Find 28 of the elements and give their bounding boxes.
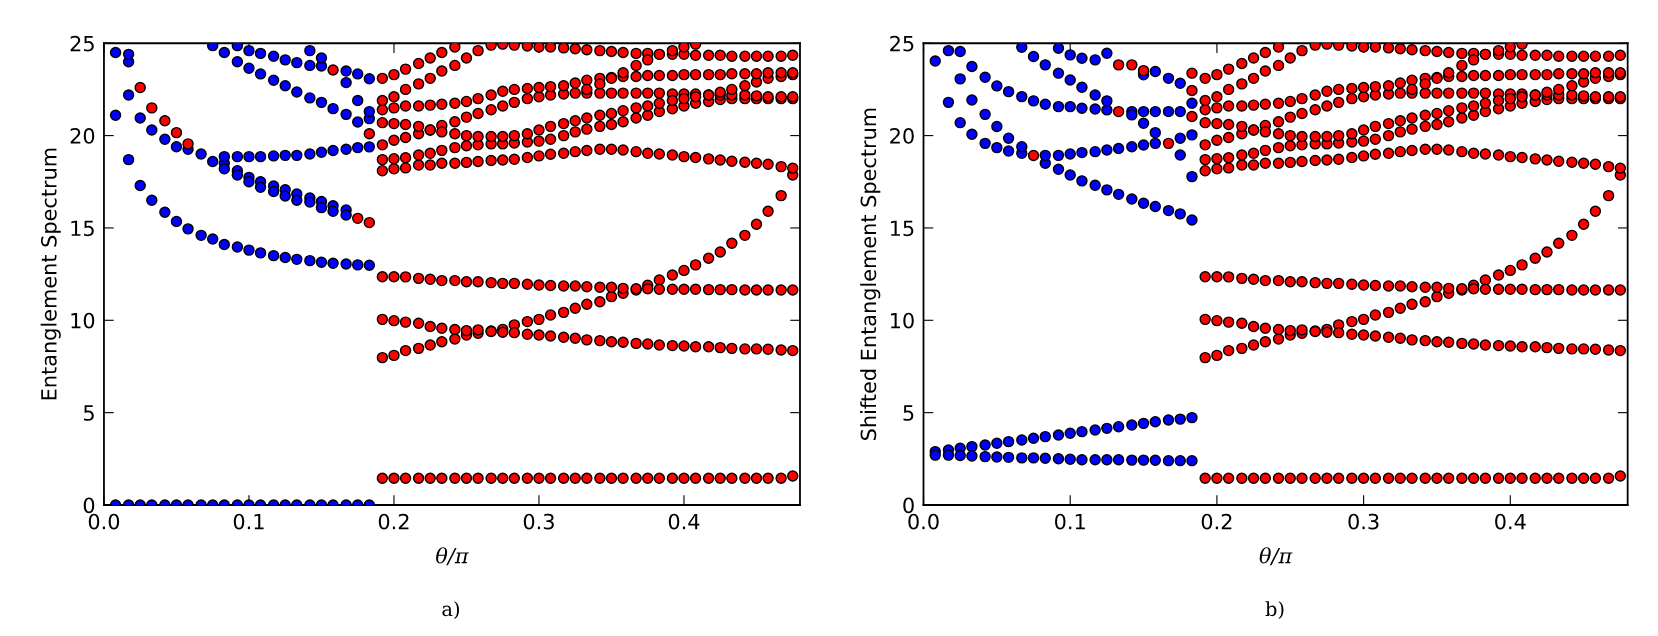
x-tick-label: 0.2 [378,513,409,530]
x-tick-label: 0.0 [908,513,939,530]
y-axis-title: Shifted Entanglement Spectrum [860,108,881,440]
y-tick-label: 20 [890,128,914,144]
y-axis-title: Entanglement Spectrum [40,148,61,400]
y-tick-label: 10 [71,312,95,329]
y-tick-label: 15 [71,220,94,237]
x-tick-label: 0.4 [1495,513,1526,530]
x-tick-label: 0.2 [1201,513,1232,530]
y-tick-label: 20 [70,128,95,144]
y-tick-label: 25 [890,35,914,52]
x-axis-title: θ/π [436,547,469,566]
y-tick-label: 10 [890,312,914,329]
y-tick-label: 5 [83,405,94,421]
text: a) [442,601,460,619]
x-tick-label: 0.3 [1348,513,1379,530]
y-tick-label: 0 [83,497,95,514]
x-tick-label: 0.4 [668,513,700,530]
x-tick-label: 0.1 [233,513,264,530]
x-tick-label: 0.1 [1055,513,1085,530]
y-tick-label: 15 [890,220,914,237]
x-tick-label: 0.0 [88,513,120,530]
y-tick-label: 5 [903,405,914,421]
text: b) [1265,601,1284,619]
y-tick-label: 0 [903,497,914,514]
x-tick-label: 0.3 [523,513,554,530]
x-axis-title: θ/π [1259,547,1293,566]
y-tick-label: 25 [70,35,94,52]
